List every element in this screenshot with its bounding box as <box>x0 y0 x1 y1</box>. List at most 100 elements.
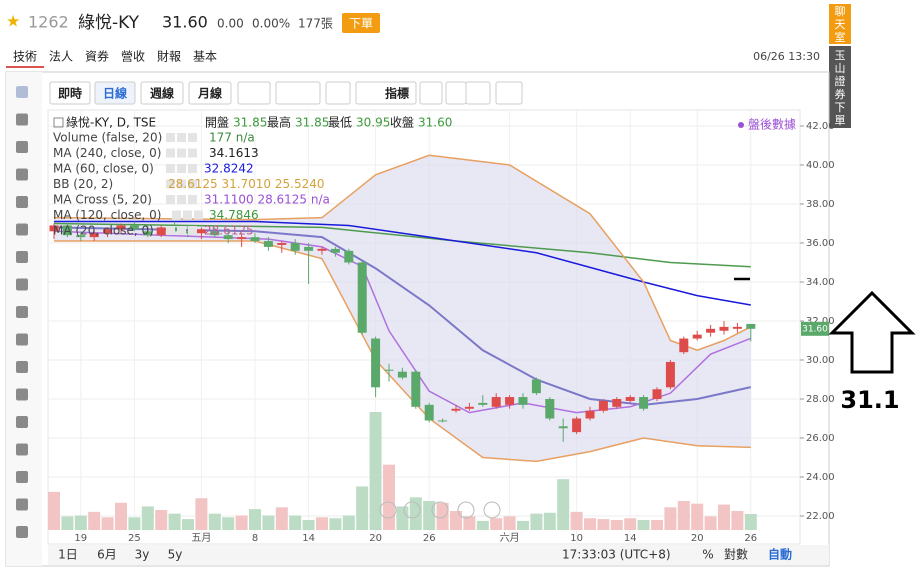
toolbar-button[interactable] <box>237 81 271 105</box>
volume-bar <box>490 518 503 530</box>
legend-button[interactable] <box>177 133 186 142</box>
chat-tab[interactable] <box>829 4 851 44</box>
order-button[interactable] <box>342 13 380 33</box>
broker-tab[interactable] <box>829 46 851 128</box>
range-button[interactable]: 5y <box>168 548 183 562</box>
side-char[interactable]: 單 <box>835 114 846 127</box>
tool-icon[interactable] <box>16 251 28 263</box>
legend-button[interactable] <box>188 179 197 189</box>
volume-bar <box>624 518 637 530</box>
tool-icon[interactable] <box>16 333 28 346</box>
candle-body <box>491 397 501 407</box>
auto-button[interactable]: 自動 <box>768 547 792 562</box>
volume-bar <box>302 520 315 530</box>
toolbar-button[interactable] <box>495 81 523 105</box>
legend-button[interactable] <box>177 179 186 189</box>
side-char[interactable]: 玉 <box>835 49 846 62</box>
legend-button[interactable] <box>166 133 175 142</box>
volume-bar <box>610 520 623 530</box>
legend-button[interactable] <box>166 226 175 235</box>
tool-icon[interactable] <box>16 168 28 181</box>
after-hours[interactable]: 盤後數據 <box>748 118 796 132</box>
candle-body <box>116 225 126 230</box>
side-char[interactable]: 證 <box>835 74 846 88</box>
tab[interactable]: 營收 <box>121 50 145 64</box>
tool-icon[interactable] <box>16 141 28 153</box>
tool-icon[interactable] <box>16 196 28 208</box>
toolbar-button[interactable] <box>188 81 232 105</box>
tool-icon[interactable] <box>16 278 28 291</box>
legend-button[interactable] <box>183 210 192 220</box>
side-char[interactable]: 下 <box>835 101 846 114</box>
legend-button[interactable] <box>177 164 186 173</box>
tool-icon[interactable] <box>16 471 28 483</box>
side-char[interactable]: 室 <box>835 30 846 44</box>
tool-icon[interactable] <box>16 223 28 236</box>
toolbar-label[interactable]: 週線 <box>150 86 174 101</box>
range-button[interactable]: 6月 <box>97 548 117 562</box>
toolbar-button[interactable] <box>465 81 491 105</box>
tab[interactable]: 法人 <box>49 50 73 64</box>
tool-icon[interactable] <box>16 498 28 511</box>
toolbar-button[interactable] <box>355 81 417 105</box>
tab[interactable]: 基本 <box>193 50 217 64</box>
legend-button[interactable] <box>188 226 197 235</box>
legend-button[interactable] <box>188 148 197 158</box>
side-char[interactable]: 山 <box>835 62 846 75</box>
toolbar-button[interactable] <box>94 81 136 105</box>
tab[interactable]: 財報 <box>157 49 181 64</box>
tab[interactable]: 資券 <box>85 49 109 64</box>
legend-button[interactable] <box>188 195 197 204</box>
toolbar-button[interactable] <box>325 81 351 105</box>
side-char[interactable]: 聊 <box>835 4 846 18</box>
toolbar-button[interactable] <box>49 81 91 105</box>
side-char[interactable]: 天 <box>835 18 846 31</box>
volume-bar <box>557 479 570 530</box>
legend-button[interactable] <box>194 210 203 220</box>
legend-button[interactable] <box>188 164 197 173</box>
candle-body <box>384 369 394 371</box>
star[interactable]: ★ <box>6 12 20 31</box>
legend-button[interactable] <box>166 195 175 204</box>
tool-icon[interactable] <box>16 361 28 373</box>
tool-icon[interactable] <box>16 388 28 401</box>
legend-value: 34.7846 <box>209 208 259 222</box>
legend-button[interactable] <box>166 164 175 173</box>
toolbar-label[interactable]: 日線 <box>103 86 127 101</box>
candle-body <box>237 237 247 240</box>
range-button[interactable]: 3y <box>135 548 150 562</box>
legend-value: 28.6125 <box>204 224 254 238</box>
legend-button[interactable] <box>188 133 197 142</box>
tool-icon[interactable] <box>16 113 28 126</box>
tool-icon[interactable] <box>16 86 28 98</box>
toolbar-label[interactable]: 月線 <box>197 86 222 101</box>
toolbar-label[interactable]: 即時 <box>58 86 82 101</box>
tool-icon[interactable] <box>16 443 28 456</box>
legend-button[interactable] <box>177 226 186 235</box>
footer-bar <box>48 545 829 565</box>
toolbar-button[interactable] <box>140 81 184 105</box>
legend-button[interactable] <box>177 195 186 204</box>
toolbar-label[interactable]: 指標 <box>385 86 409 101</box>
tab[interactable]: 技術 <box>13 50 37 64</box>
order-label[interactable]: 下單 <box>349 17 373 31</box>
legend-button[interactable] <box>166 148 175 158</box>
tool-icon[interactable] <box>16 416 28 428</box>
log-button[interactable]: 對數 <box>724 548 748 562</box>
candle-body <box>304 246 314 251</box>
range-button[interactable]: 1日 <box>58 548 78 562</box>
toolbar-button[interactable] <box>445 81 467 105</box>
pct-button[interactable]: % <box>702 548 713 562</box>
side-char[interactable]: 券 <box>835 87 846 101</box>
legend-toggle[interactable] <box>53 117 64 128</box>
x-tick-label: 10 <box>570 533 583 544</box>
tool-icon[interactable] <box>16 306 28 318</box>
tool-icon[interactable] <box>16 526 28 538</box>
y-tick-label: 26.00 <box>806 433 835 444</box>
legend-button[interactable] <box>166 179 175 189</box>
legend-button[interactable] <box>177 148 186 158</box>
toolbar-button[interactable] <box>275 81 321 105</box>
annotation: 31.1 <box>840 386 899 414</box>
toolbar-button[interactable] <box>419 81 443 105</box>
legend-button[interactable] <box>172 210 181 220</box>
